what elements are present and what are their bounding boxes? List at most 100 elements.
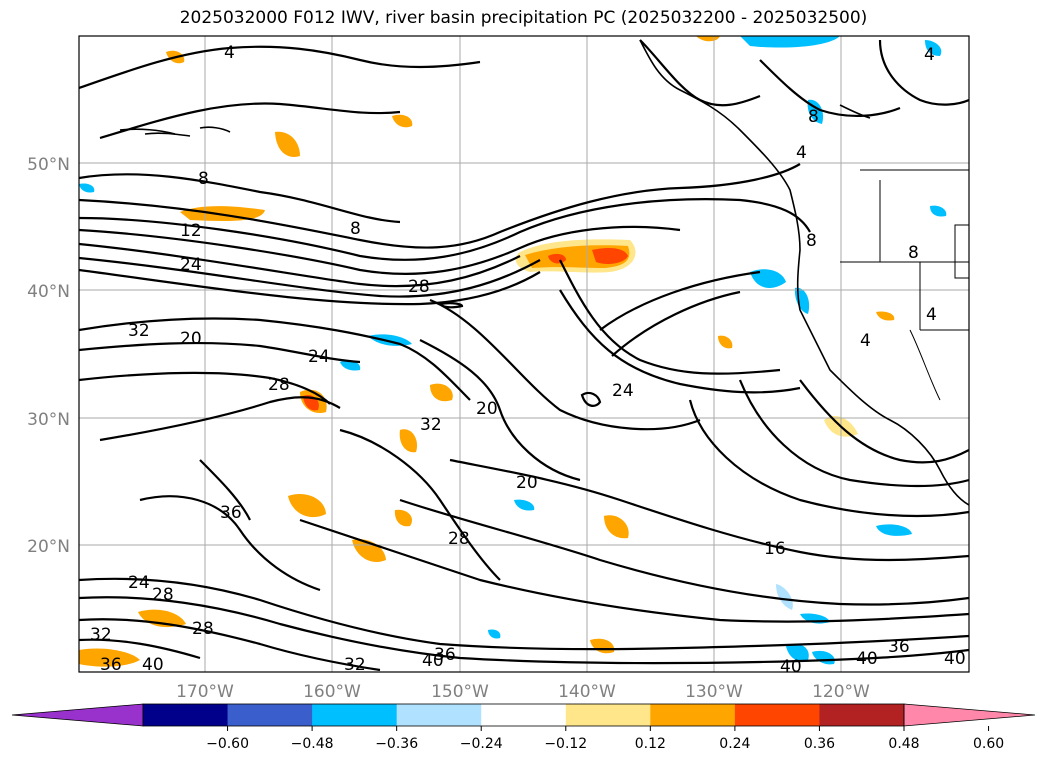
contour-label: 12 — [180, 221, 202, 241]
colorbar-segment — [734, 704, 820, 726]
contour-label: 8 — [908, 243, 919, 263]
lon-label: 150°W — [431, 682, 489, 702]
precip-positive-area — [592, 248, 628, 264]
precip-negative-area — [776, 584, 793, 610]
contour-label: 20 — [516, 473, 538, 493]
precip-positive-area — [604, 515, 629, 539]
contour-label: 32 — [344, 655, 366, 675]
lon-label: 170°W — [176, 682, 234, 702]
contour-label: 40 — [422, 651, 444, 671]
colorbar-segment — [312, 704, 398, 726]
contour-label: 28 — [448, 529, 470, 549]
contour-label: 36 — [220, 503, 242, 523]
contour-label: 4 — [926, 305, 937, 325]
precip-negative-area — [368, 334, 412, 346]
lat-label: 30°N — [27, 410, 70, 430]
contour-label: 28 — [408, 277, 430, 297]
contour-label: 4 — [860, 331, 871, 351]
colorbar-extend-high — [903, 703, 1036, 727]
contour-label: 40 — [856, 649, 878, 669]
colorbar-frame — [142, 703, 905, 727]
precip-negative-area — [930, 205, 947, 217]
colorbar-tick-label: 0.36 — [804, 736, 835, 752]
colorbar-segment — [396, 704, 482, 726]
contour-label: 28 — [152, 585, 174, 605]
precip-positive-area — [718, 335, 733, 349]
map-frame — [78, 35, 970, 673]
colorbar-segment — [143, 704, 229, 726]
coastlines — [119, 39, 969, 506]
precip-negative-area — [750, 269, 786, 288]
precip-negative-area — [488, 629, 501, 639]
colorbar-tick-label: −0.48 — [291, 736, 334, 752]
lat-label: 40°N — [27, 282, 70, 302]
precip-positive-area — [288, 494, 326, 518]
precip-positive-area — [394, 509, 413, 527]
contour-label: 36 — [100, 655, 122, 675]
contour-labels: 4 8 12 24 28 32 20 24 28 20 32 24 36 20 … — [90, 43, 966, 677]
lon-label: 120°W — [812, 682, 870, 702]
colorbar-extend-low — [11, 703, 144, 727]
precip-negative-area — [79, 183, 95, 193]
contour-label: 36 — [434, 645, 456, 665]
contour-label: 4 — [796, 143, 807, 163]
contour-label: 36 — [888, 637, 910, 657]
contour-label: 32 — [420, 415, 442, 435]
colorbar-tick-label: 0.12 — [635, 736, 666, 752]
contour-label: 8 — [198, 169, 209, 189]
gridlines — [79, 36, 969, 672]
lon-label: 130°W — [685, 682, 743, 702]
colorbar-segment — [227, 704, 313, 726]
lat-labels: 50°N 40°N 30°N 20°N — [27, 155, 70, 557]
contour-label: 24 — [308, 347, 330, 367]
precip-negative-area — [514, 499, 535, 511]
colorbar-tick-label: −0.12 — [544, 736, 587, 752]
lon-labels: 170°W 160°W 150°W 140°W 130°W 120°W — [176, 682, 870, 702]
contour-label: 40 — [780, 657, 802, 677]
contour-label: 8 — [806, 231, 817, 251]
contour-label: 4 — [224, 43, 235, 63]
precip-negative-area — [925, 40, 942, 56]
contour-label: 20 — [476, 399, 498, 419]
precip-negative-area — [340, 360, 361, 371]
precip-positive-area — [876, 311, 895, 321]
colorbar-tick-label: 0.24 — [719, 736, 750, 752]
colorbar-tick-label: −0.24 — [460, 736, 503, 752]
precip-positive-area — [79, 648, 140, 667]
contour-label: 28 — [192, 619, 214, 639]
contour-label: 24 — [128, 573, 150, 593]
contour-label: 24 — [180, 255, 202, 275]
precip-shading — [79, 36, 947, 667]
precip-negative-area — [876, 524, 912, 536]
contour-label: 20 — [180, 329, 202, 349]
colorbar-segment — [819, 704, 905, 726]
lat-label: 50°N — [27, 155, 70, 175]
precip-positive-area — [392, 114, 413, 128]
contour-label: 8 — [808, 107, 819, 127]
contour-label: 4 — [924, 45, 935, 65]
precip-positive-area — [275, 131, 300, 157]
map-panel: 4 8 12 24 28 32 20 24 28 20 32 24 36 20 … — [79, 36, 969, 677]
lon-label: 160°W — [303, 682, 361, 702]
colorbar-segment — [650, 704, 736, 726]
contour-label: 40 — [142, 655, 164, 675]
lon-label: 140°W — [558, 682, 616, 702]
contour-label: 40 — [944, 649, 966, 669]
colorbar-segment — [565, 704, 651, 726]
colorbar: −0.60 −0.48 −0.36 −0.24 −0.12 0.12 0.24 0.36 0.4… — [11, 703, 1036, 752]
map-title: 2025032000 F012 IWV, river basin precipi… — [179, 8, 868, 28]
precip-negative-area — [786, 643, 809, 662]
colorbar-tick-label: 0.60 — [973, 736, 1004, 752]
contour-label: 16 — [764, 539, 786, 559]
colorbar-tick-label: −0.36 — [375, 736, 418, 752]
contour-label: 24 — [612, 381, 634, 401]
iwv-contours — [79, 39, 969, 672]
precip-negative-area — [740, 36, 840, 48]
contour-label: 28 — [268, 375, 290, 395]
colorbar-tick-label: 0.48 — [888, 736, 919, 752]
lat-label: 20°N — [27, 537, 70, 557]
colorbar-tick-label: −0.60 — [206, 736, 249, 752]
colorbar-segment — [481, 704, 567, 726]
contour-label: 32 — [90, 625, 112, 645]
